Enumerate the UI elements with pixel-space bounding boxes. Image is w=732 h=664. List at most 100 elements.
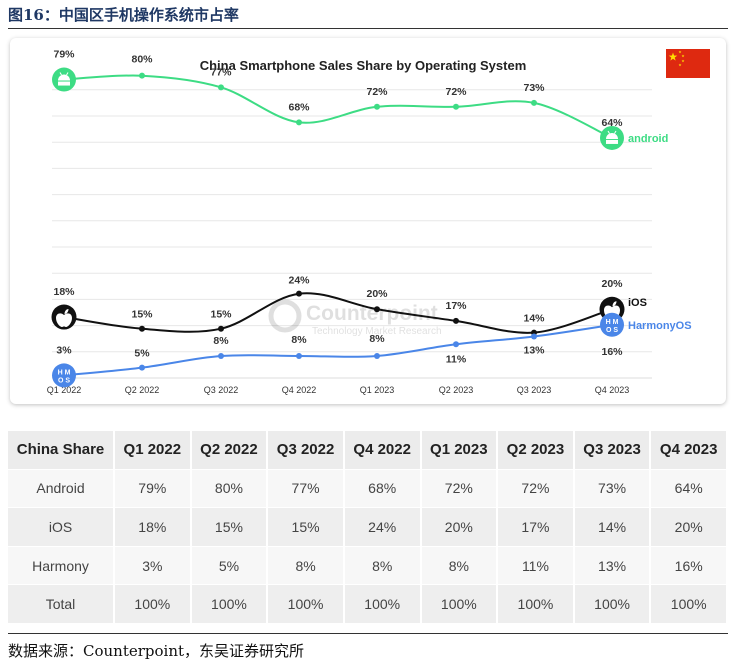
table-header-quarter: Q3 2022 [267, 431, 345, 470]
source-note: 数据来源：Counterpoint，东吴证券研究所 [8, 642, 305, 660]
data-point [531, 333, 537, 340]
chart-title: China Smartphone Sales Share by Operatin… [200, 58, 527, 73]
x-tick-label: Q1 2022 [47, 385, 82, 395]
data-label: 17% [445, 300, 467, 312]
harmonyos-icon-bg [600, 312, 624, 337]
data-point [139, 72, 145, 79]
table-cell: 100% [650, 584, 728, 624]
table-cell: 77% [267, 469, 345, 509]
table-row-label: Android [8, 469, 115, 509]
watermark-brand: Counterpoint [306, 302, 438, 325]
table-cell: 100% [267, 584, 345, 624]
table-header-row: China Share Q1 2022 Q2 2022 Q3 2022 Q4 2022 Q… [8, 431, 728, 470]
data-label: 79% [53, 49, 75, 61]
data-point [296, 352, 302, 359]
data-label: 15% [131, 309, 153, 321]
table-header-quarter: Q2 2023 [497, 431, 575, 470]
harmonyos-badge-text: H M [606, 319, 619, 326]
table-row-label: iOS [8, 507, 115, 547]
android-icon [600, 125, 624, 150]
china-flag-icon [666, 49, 710, 78]
table-cell: 64% [650, 469, 728, 509]
data-point [218, 325, 224, 332]
android-icon-body [606, 139, 618, 144]
x-tick-label: Q1 2023 [360, 385, 395, 395]
watermark-logo-icon [268, 299, 302, 333]
flag-star-icon [681, 59, 685, 63]
table-row: Android 79% 80% 77% 68% 72% 72% 73% 64% [8, 469, 728, 509]
table-cell: 100% [497, 584, 575, 624]
android-icon [52, 67, 76, 92]
legend-label-android: android [628, 133, 668, 145]
data-label: 15% [210, 309, 232, 321]
table-cell: 72% [497, 469, 575, 509]
table-cell: 17% [497, 507, 575, 547]
data-label: 8% [291, 334, 307, 346]
harmonyos-icon: H MO S [52, 363, 76, 388]
table-cell: 73% [573, 469, 652, 509]
harmonyos-icon-bg [52, 363, 76, 388]
table-row: Total 100% 100% 100% 100% 100% 100% 100% 100% [8, 584, 728, 624]
android-icon-antenna [614, 130, 617, 134]
table-row-label: Harmony [8, 546, 115, 586]
table-row: iOS 18% 15% 15% 24% 20% 17% 14% 20% [8, 507, 728, 547]
data-label: 72% [366, 86, 388, 98]
android-icon-head [606, 132, 618, 139]
android-icon-antenna [607, 130, 610, 134]
apple-icon-leaf [612, 301, 617, 307]
android-icon-body [58, 81, 70, 86]
data-label: 5% [134, 348, 150, 360]
table-header-quarter: Q1 2022 [114, 431, 192, 470]
table-header-quarter: Q4 2022 [343, 431, 422, 470]
data-label: 72% [445, 86, 467, 98]
x-tick-label: Q2 2023 [439, 385, 474, 395]
table-cell: 16% [650, 546, 728, 586]
table-cell: 8% [267, 546, 345, 586]
data-label: 64% [601, 117, 623, 129]
table-cell: 100% [190, 584, 269, 624]
apple-icon-shape [56, 313, 72, 328]
data-point [218, 352, 224, 359]
harmonyos-icon: H MO S [600, 312, 624, 337]
table-cell: 80% [190, 469, 269, 509]
data-point [218, 84, 224, 91]
table-cell: 100% [420, 584, 499, 624]
watermark-tagline: Technology Market Research [312, 326, 442, 337]
data-point [453, 341, 459, 348]
harmonyos-badge-text: H M [58, 369, 71, 376]
data-point [453, 103, 459, 110]
data-point [296, 290, 302, 297]
data-label: 16% [601, 346, 623, 358]
data-point [374, 306, 380, 313]
table-header-quarter: Q2 2022 [190, 431, 269, 470]
android-icon-antenna [66, 72, 69, 76]
flag-star-icon [668, 52, 678, 61]
apple-icon [51, 304, 77, 330]
table-header-label: China Share [8, 431, 115, 470]
flag-star-icon [678, 50, 682, 54]
data-label: 11% [446, 353, 467, 365]
data-point [374, 103, 380, 110]
x-tick-label: Q3 2023 [517, 385, 552, 395]
data-label: 24% [288, 275, 310, 287]
top-rule [8, 28, 728, 29]
x-tick-label: Q4 2022 [282, 385, 317, 395]
table-cell: 11% [497, 546, 575, 586]
bottom-rule [8, 633, 728, 634]
table-cell: 15% [267, 507, 345, 547]
data-point [139, 364, 145, 371]
data-point [139, 325, 145, 332]
table-cell: 100% [114, 584, 192, 624]
table-cell: 68% [343, 469, 422, 509]
data-label: 8% [369, 333, 385, 345]
data-point [453, 317, 459, 324]
series-line-harmonyos [63, 323, 613, 377]
data-label: 80% [131, 54, 153, 66]
data-label: 73% [523, 82, 545, 94]
x-tick-label: Q4 2023 [595, 385, 630, 395]
data-point [374, 352, 380, 359]
legend-label-harmonyos: HarmonyOS [628, 320, 692, 332]
table-row: Harmony 3% 5% 8% 8% 8% 11% 13% 16% [8, 546, 728, 586]
